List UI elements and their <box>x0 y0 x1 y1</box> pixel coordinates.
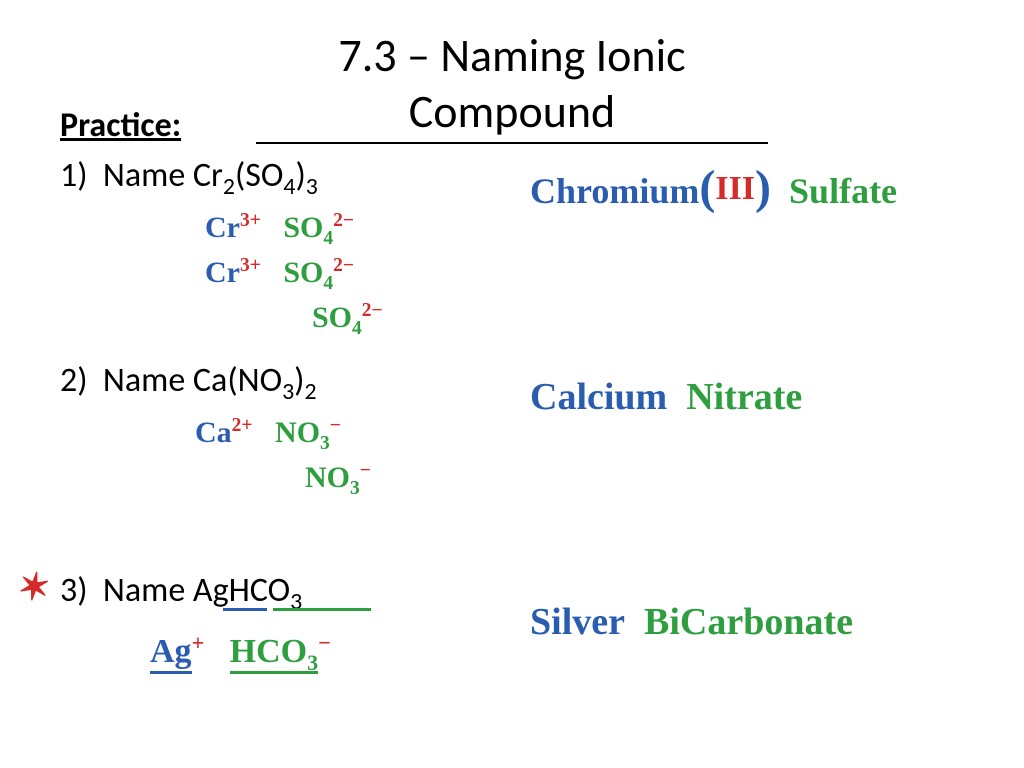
answer-1: Chromium(III) Sulfate <box>530 160 897 215</box>
q2-formula: Ca(NO3)2 <box>193 360 317 401</box>
q3-underline-ag <box>223 608 267 611</box>
q3-label: Name <box>103 570 185 611</box>
question-2: 2) Name Ca(NO3)2 <box>60 360 317 406</box>
q1-work-r3: SO42− <box>312 300 383 340</box>
star-icon: ✶ <box>14 563 53 614</box>
q3-underline-hco3 <box>273 608 371 611</box>
q3-num: 3) <box>60 570 88 611</box>
answer-2: Calcium Nitrate <box>530 375 802 419</box>
q2-work-r1: Ca2+ NO3− <box>195 415 341 455</box>
answer-3: Silver BiCarbonate <box>530 600 853 644</box>
page-title: 7.3 – Naming Ionic Compound <box>256 28 768 144</box>
q2-label: Name <box>103 360 185 401</box>
q2-num: 2) <box>60 360 88 401</box>
q1-label: Name <box>103 155 185 196</box>
q1-formula: Cr2(SO4)3 <box>193 155 318 196</box>
q1-work-r1: Cr3+ SO42− <box>205 210 354 250</box>
q2-work-r2: NO3− <box>305 460 371 500</box>
q1-work-r2: Cr3+ SO42− <box>205 255 354 295</box>
q1-num: 1) <box>60 155 88 196</box>
q3-work-r1: Ag+ HCO3− <box>150 630 331 676</box>
q3-formula: AgHCO3 <box>193 570 302 611</box>
question-1: 1) Name Cr2(SO4)3 <box>60 155 318 201</box>
practice-heading: Practice: <box>60 105 181 146</box>
